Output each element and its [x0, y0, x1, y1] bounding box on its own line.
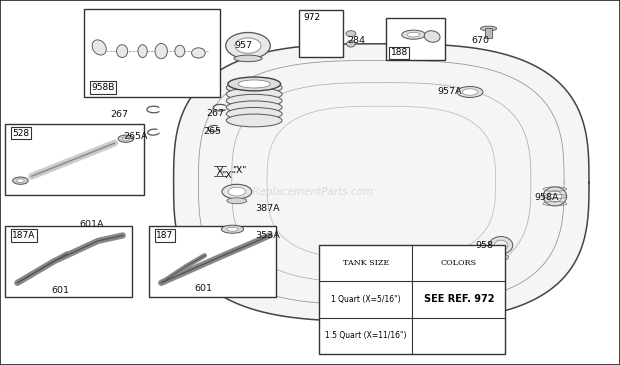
- Ellipse shape: [175, 45, 185, 57]
- Text: 958: 958: [476, 241, 494, 250]
- Ellipse shape: [117, 45, 128, 57]
- Bar: [386, 18, 445, 60]
- Text: 528: 528: [12, 129, 30, 138]
- Ellipse shape: [226, 88, 282, 100]
- Ellipse shape: [494, 240, 508, 250]
- Ellipse shape: [226, 95, 282, 107]
- Ellipse shape: [346, 31, 356, 36]
- Ellipse shape: [480, 26, 497, 31]
- Text: 265A: 265A: [123, 132, 148, 141]
- Ellipse shape: [226, 107, 282, 120]
- Ellipse shape: [424, 31, 440, 42]
- Ellipse shape: [543, 187, 567, 206]
- Bar: [84, 9, 220, 97]
- Ellipse shape: [122, 137, 130, 141]
- Ellipse shape: [494, 254, 508, 261]
- Bar: [319, 245, 505, 354]
- Ellipse shape: [227, 198, 247, 204]
- Text: 957A: 957A: [437, 87, 462, 96]
- Text: COLORS: COLORS: [441, 259, 477, 267]
- Text: "X": "X": [232, 166, 247, 175]
- Ellipse shape: [228, 187, 246, 196]
- Bar: [299, 10, 343, 57]
- Bar: [5, 124, 144, 195]
- Ellipse shape: [221, 225, 244, 233]
- Text: 265: 265: [203, 127, 221, 136]
- Text: 187: 187: [156, 231, 174, 240]
- Ellipse shape: [92, 40, 106, 55]
- Text: 601A: 601A: [79, 220, 104, 229]
- Ellipse shape: [234, 55, 262, 62]
- Ellipse shape: [548, 191, 562, 202]
- Ellipse shape: [226, 101, 282, 114]
- Text: 1.5 Quart (X=11/16"): 1.5 Quart (X=11/16"): [325, 331, 407, 340]
- Ellipse shape: [235, 38, 261, 53]
- Ellipse shape: [228, 77, 280, 91]
- Ellipse shape: [227, 227, 238, 231]
- Bar: [485, 28, 492, 38]
- Ellipse shape: [457, 87, 483, 97]
- Ellipse shape: [489, 237, 513, 254]
- Text: 387A: 387A: [255, 204, 280, 213]
- Text: eReplacementParts.com: eReplacementParts.com: [246, 187, 374, 197]
- Ellipse shape: [118, 135, 134, 142]
- Ellipse shape: [192, 48, 205, 58]
- Text: TANK SIZE: TANK SIZE: [343, 259, 389, 267]
- Text: 601: 601: [194, 284, 213, 293]
- Ellipse shape: [155, 43, 167, 59]
- Bar: [5, 226, 132, 297]
- Ellipse shape: [226, 81, 282, 94]
- Ellipse shape: [407, 32, 420, 37]
- Ellipse shape: [402, 30, 425, 39]
- Ellipse shape: [222, 184, 252, 199]
- Text: 957: 957: [234, 41, 252, 50]
- Text: 1 Quart (X=5/16"): 1 Quart (X=5/16"): [331, 295, 401, 304]
- Ellipse shape: [238, 80, 270, 88]
- Text: 284: 284: [347, 36, 365, 45]
- Text: 601: 601: [51, 286, 70, 295]
- Text: SEE REF. 972: SEE REF. 972: [423, 294, 494, 304]
- Text: 670: 670: [471, 36, 490, 45]
- Text: 958A: 958A: [534, 193, 559, 201]
- Polygon shape: [174, 44, 589, 321]
- Text: 353A: 353A: [255, 231, 280, 240]
- Ellipse shape: [138, 45, 148, 57]
- Text: 267: 267: [110, 111, 128, 119]
- Text: 972: 972: [304, 14, 321, 22]
- Bar: [149, 226, 276, 297]
- Ellipse shape: [462, 89, 478, 95]
- Ellipse shape: [226, 32, 270, 59]
- Text: "X": "X": [221, 171, 236, 180]
- Ellipse shape: [12, 177, 29, 184]
- Text: 187A: 187A: [12, 231, 36, 240]
- Text: 958B: 958B: [91, 83, 115, 92]
- Ellipse shape: [347, 41, 355, 47]
- Text: 267: 267: [206, 109, 225, 118]
- Text: 188: 188: [391, 49, 408, 57]
- Ellipse shape: [226, 114, 282, 127]
- Ellipse shape: [17, 179, 24, 182]
